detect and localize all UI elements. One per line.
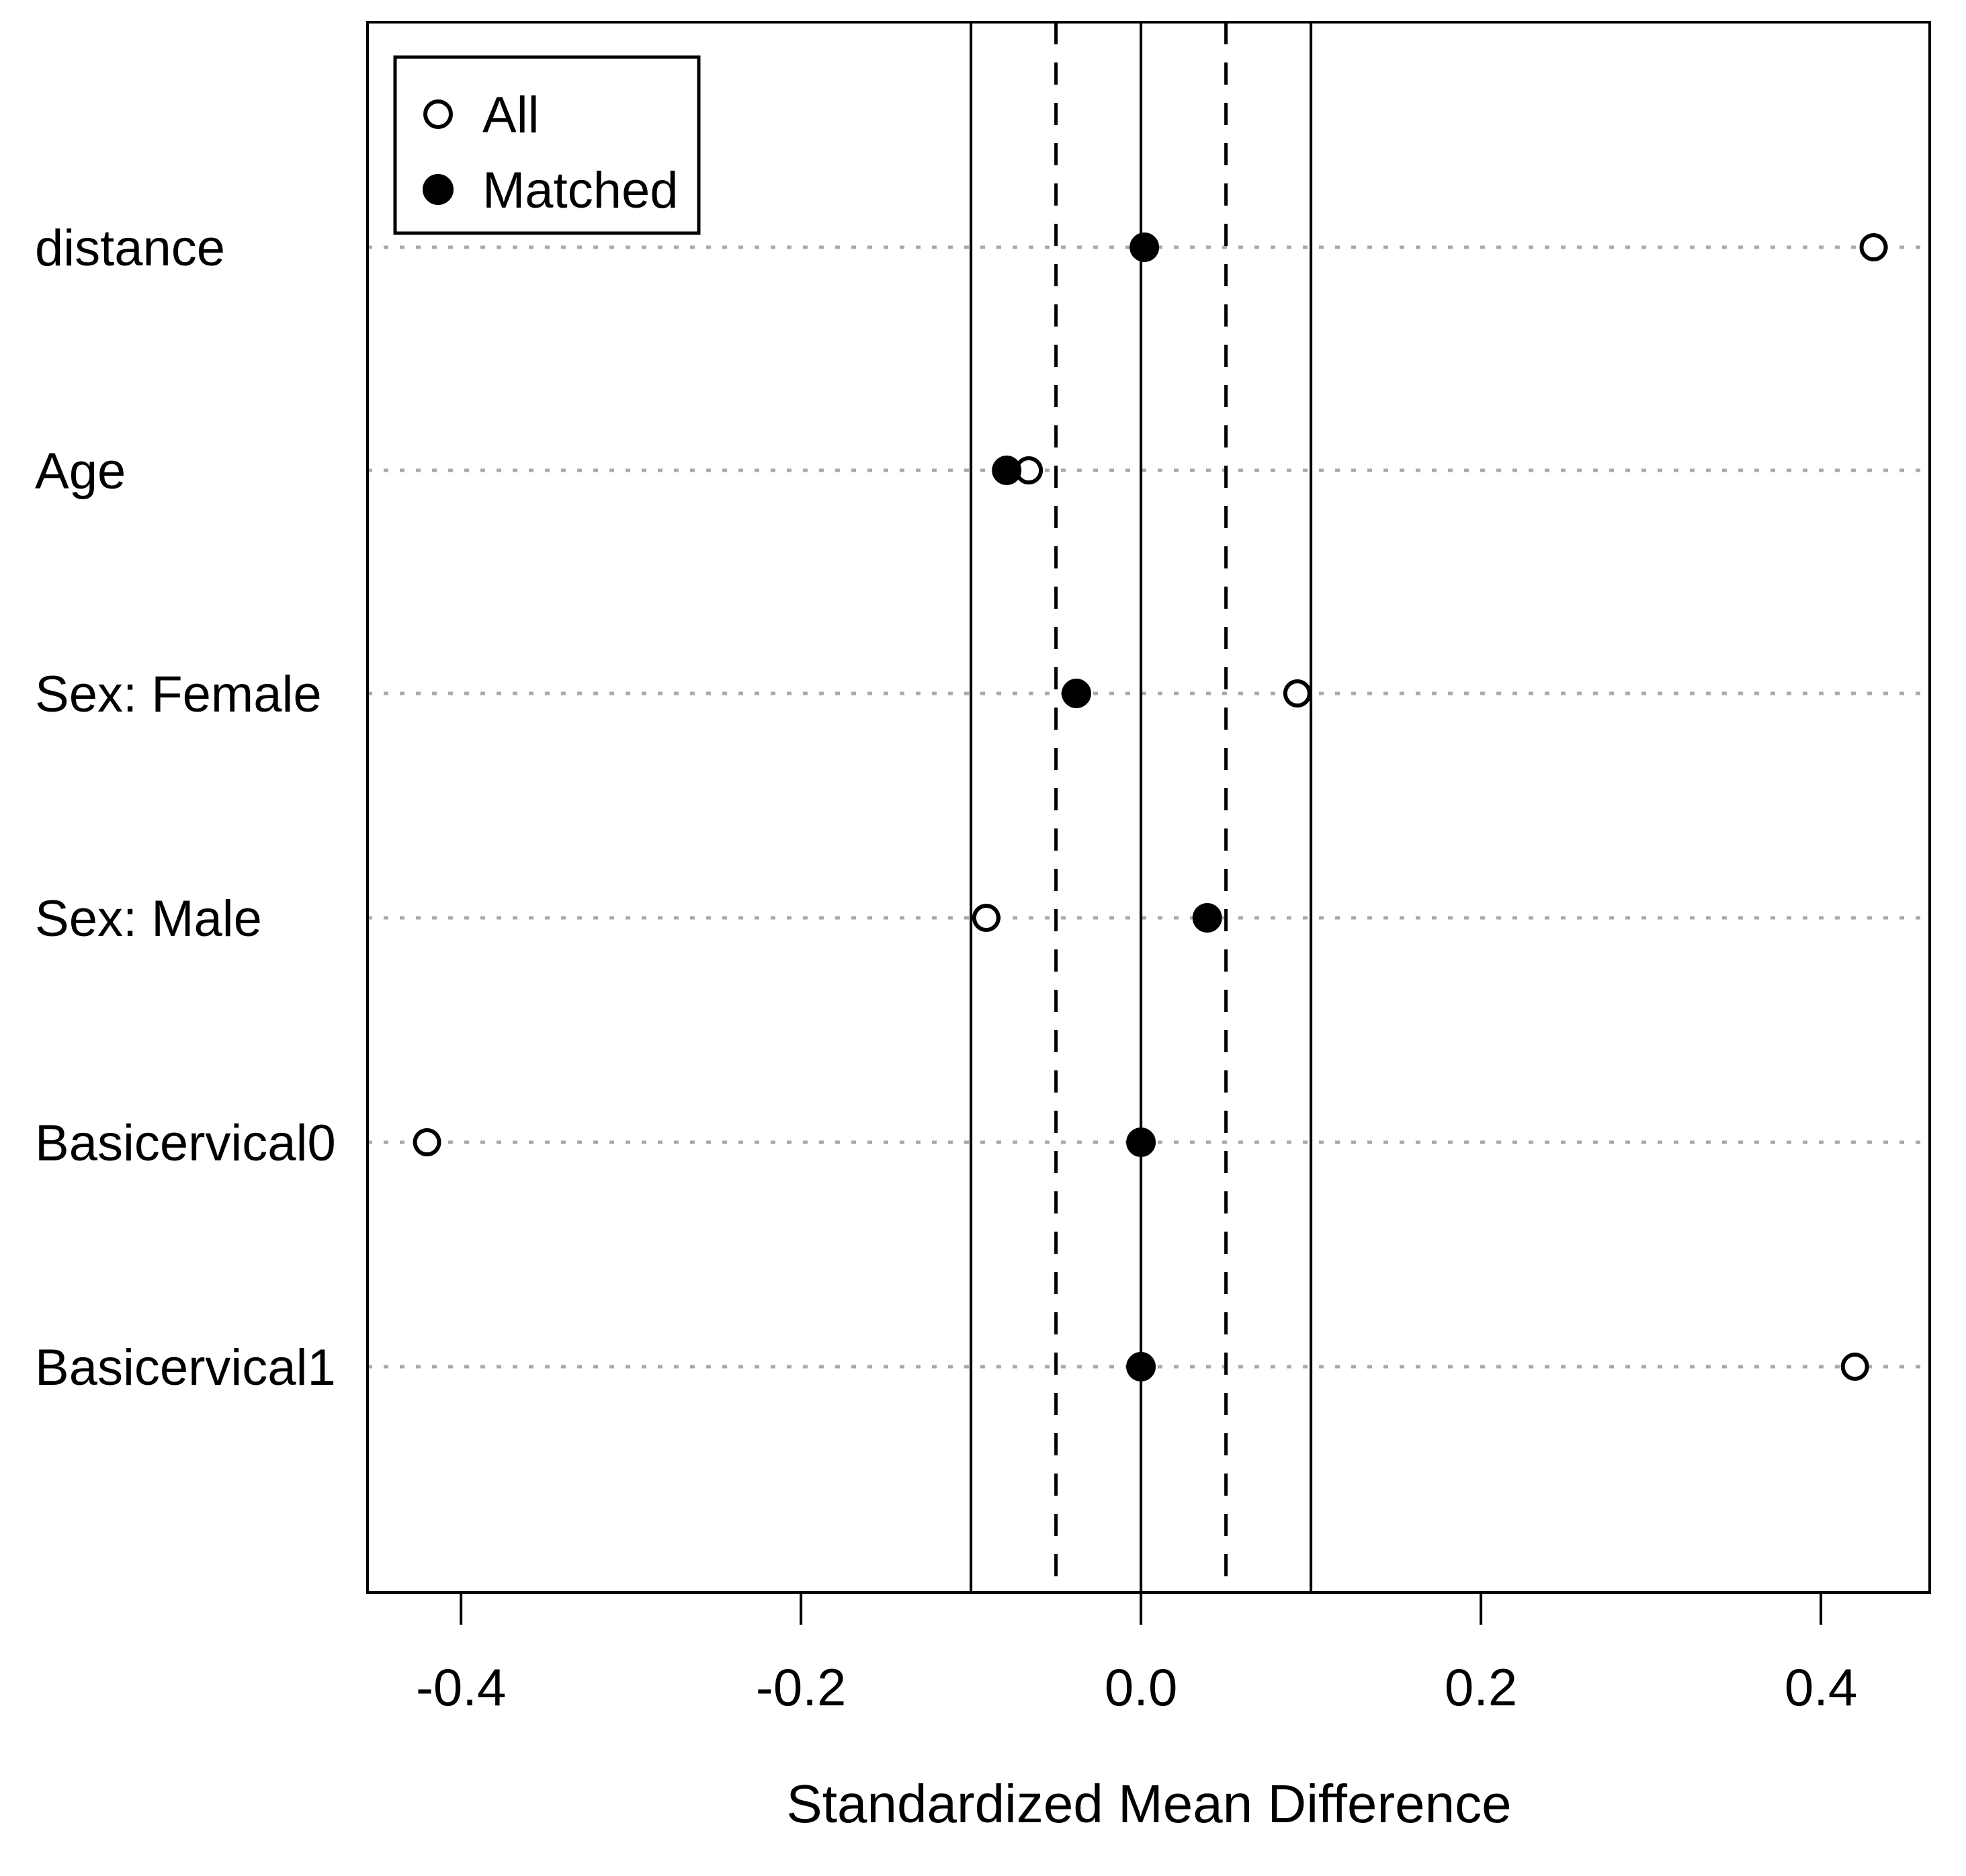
point-all-5 xyxy=(1840,1353,1869,1381)
legend-box xyxy=(393,55,701,235)
plot-border xyxy=(366,21,1931,1594)
point-matched-3 xyxy=(1192,903,1222,933)
legend-label-matched: Matched xyxy=(482,162,679,219)
reference-lines xyxy=(970,22,1313,1592)
open-circle-icon xyxy=(423,99,453,129)
point-all-0 xyxy=(1859,233,1888,261)
row-gridlines xyxy=(368,245,1930,1369)
row-label: Age xyxy=(35,443,126,500)
point-matched-5 xyxy=(1126,1352,1156,1381)
point-matched-1 xyxy=(992,456,1022,485)
y-axis-category-labels: distance Age Sex: Female Sex: Male Basicervi… xyxy=(35,220,336,1396)
x-tick-label: -0.2 xyxy=(756,1658,846,1717)
point-all-2 xyxy=(1283,679,1312,708)
x-axis: -0.4 -0.2 0.0 0.2 0.4 xyxy=(416,1592,1857,1717)
row-label: distance xyxy=(35,220,225,277)
legend: All Matched xyxy=(393,55,701,235)
point-all-3 xyxy=(972,904,1000,932)
row-label: Sex: Female xyxy=(35,666,322,723)
row-label: Basicervical0 xyxy=(35,1115,336,1172)
legend-label-all: All xyxy=(482,87,539,144)
x-tick-label: -0.4 xyxy=(416,1658,506,1717)
point-matched-2 xyxy=(1061,679,1091,708)
point-all-4 xyxy=(413,1128,441,1156)
point-matched-4 xyxy=(1126,1127,1156,1157)
x-axis-title: Standardized Mean Difference xyxy=(786,1774,1511,1834)
row-label: Basicervical1 xyxy=(35,1339,336,1396)
filled-circle-icon xyxy=(423,174,454,205)
x-tick-label: 0.0 xyxy=(1105,1658,1177,1717)
row-label: Sex: Male xyxy=(35,890,262,947)
data-points xyxy=(413,232,1888,1381)
point-matched-0 xyxy=(1129,232,1160,262)
x-tick-label: 0.4 xyxy=(1785,1658,1857,1717)
x-tick-label: 0.2 xyxy=(1445,1658,1517,1717)
